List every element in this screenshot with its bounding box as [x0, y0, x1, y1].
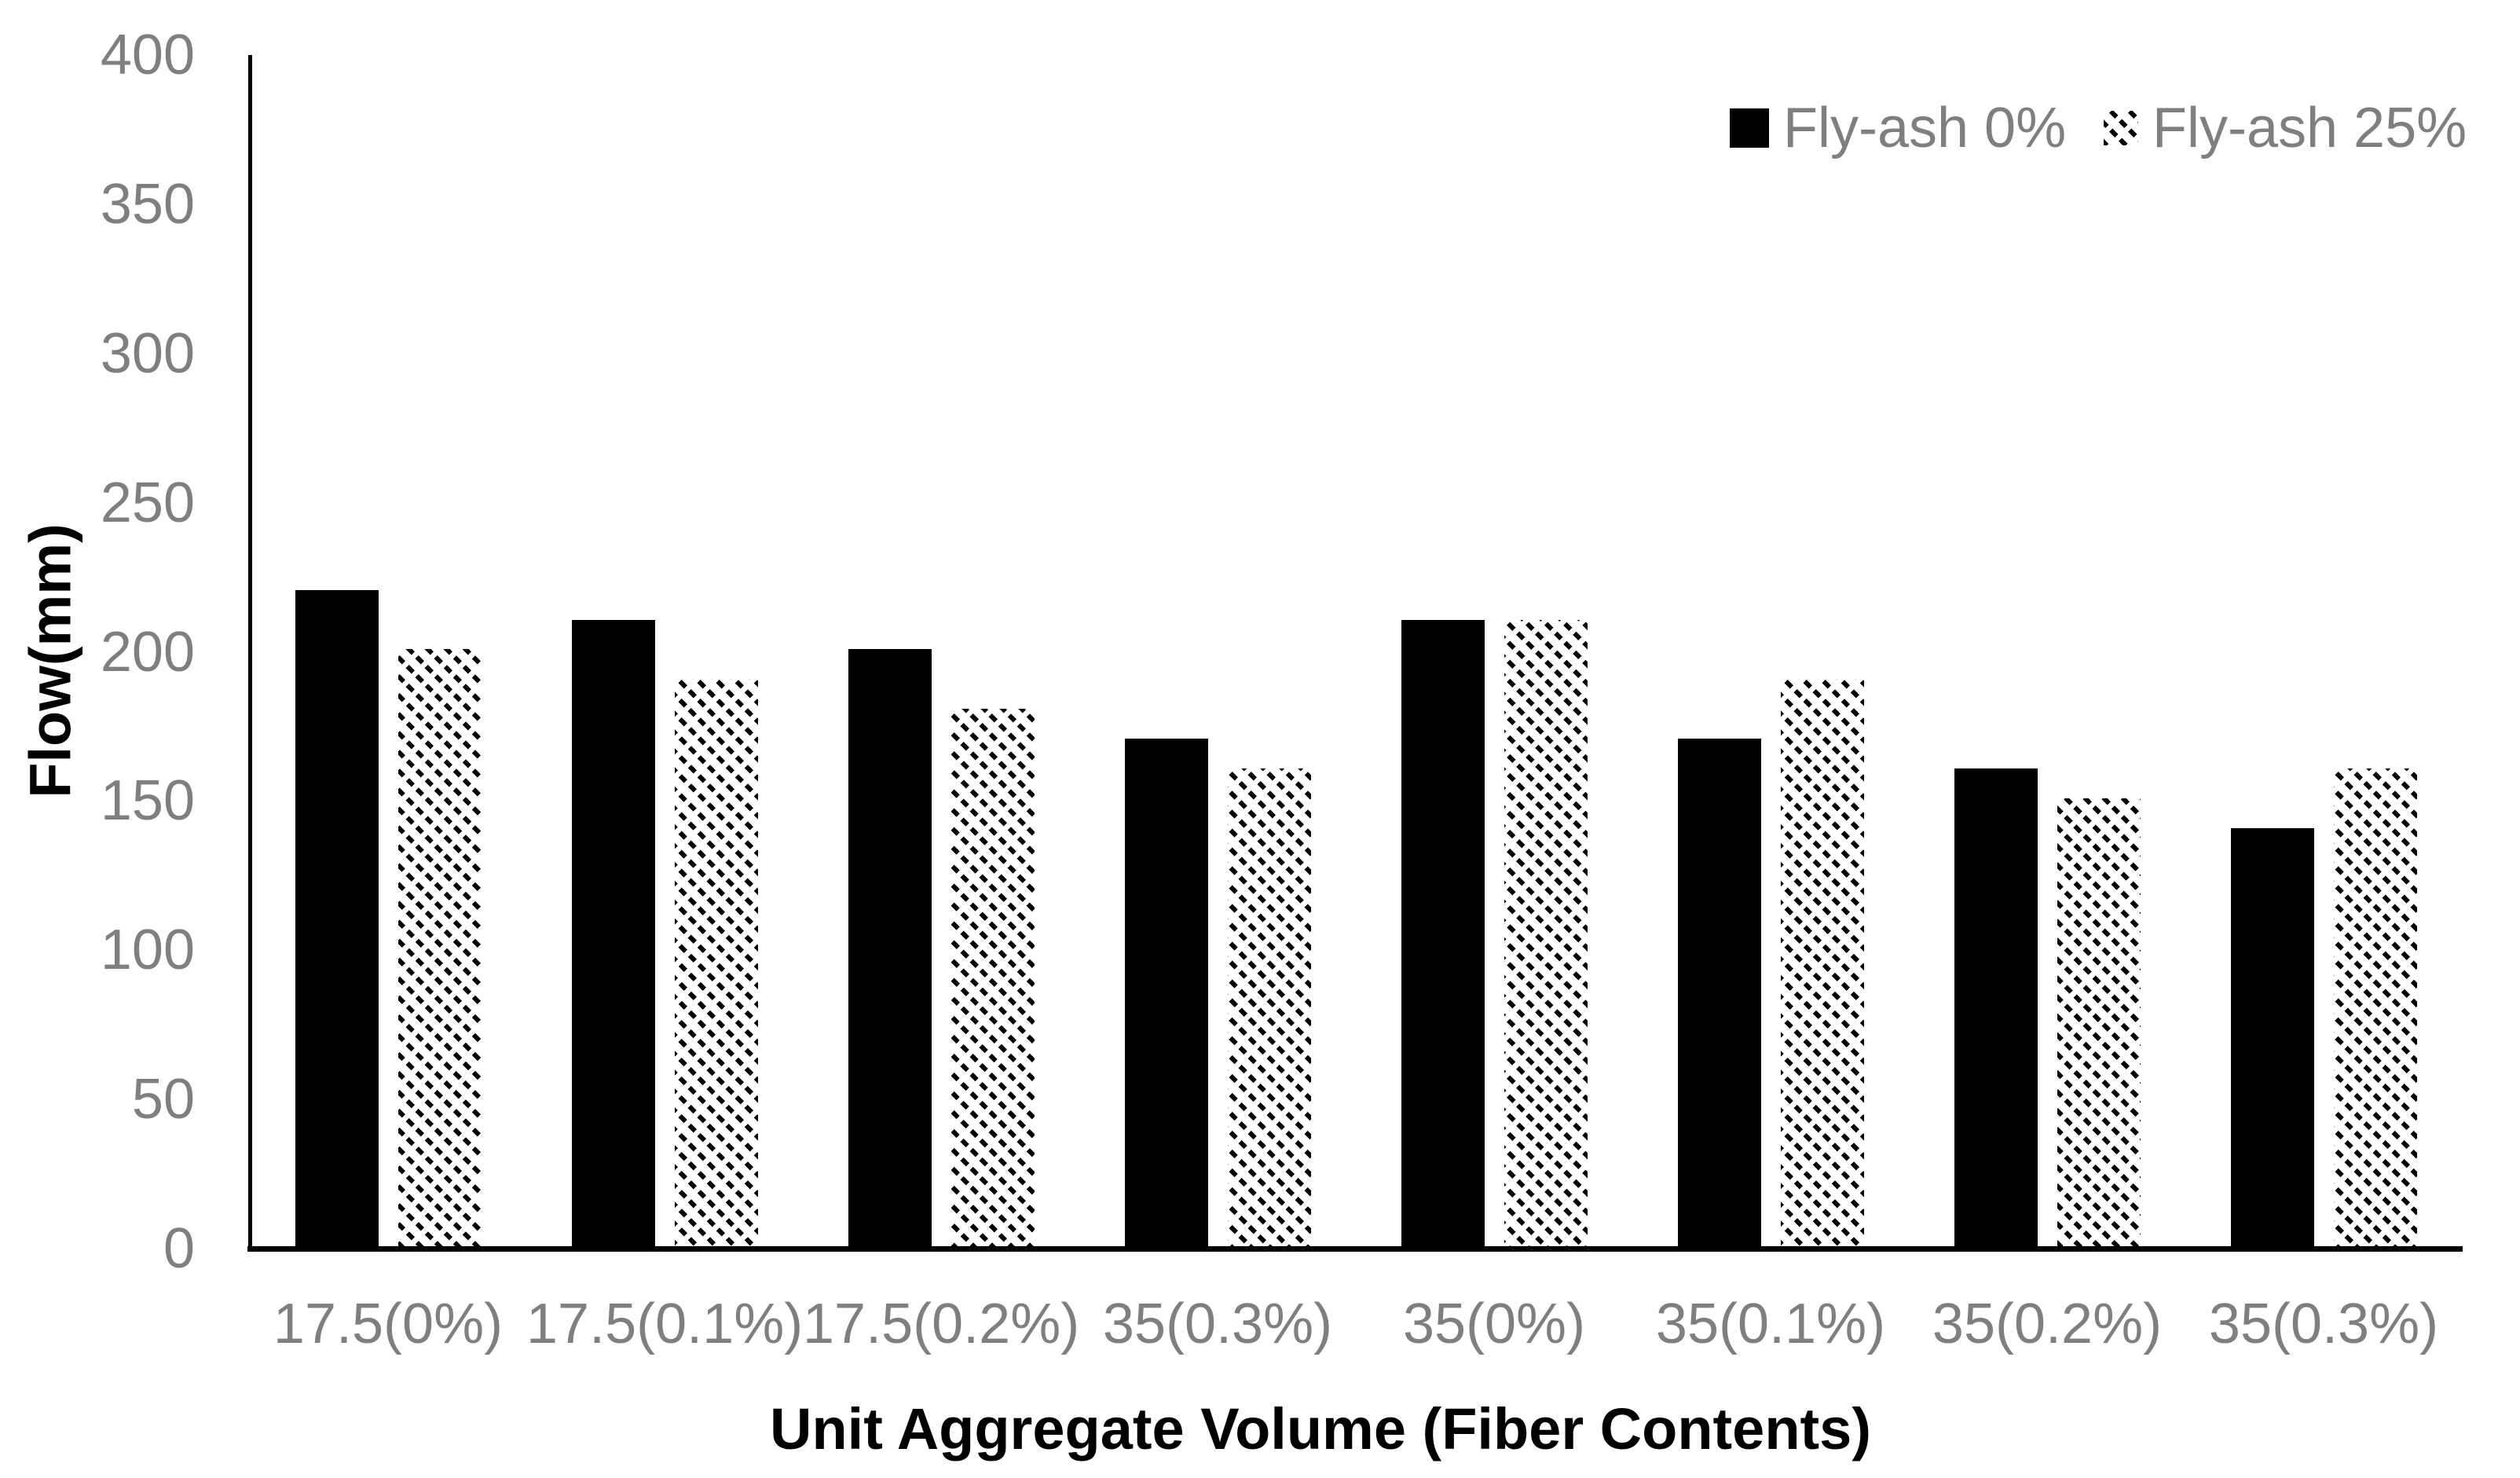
- bar-flyash-25: [951, 709, 1035, 1246]
- bar-flyash-25: [1228, 768, 1311, 1246]
- bar-flyash-25: [1781, 679, 1864, 1246]
- bar-flyash-0: [1954, 768, 2038, 1246]
- legend-swatch-solid-icon: [1730, 108, 1769, 148]
- bar-flyash-0: [572, 620, 655, 1246]
- y-tick-label: 50: [131, 1068, 195, 1131]
- bar-flyash-0: [1678, 739, 1761, 1246]
- x-category-label: 35(0.3%): [1102, 1293, 1333, 1355]
- y-tick-label: 300: [100, 321, 195, 385]
- x-category-label: 17.5(0.1%): [526, 1293, 804, 1355]
- bar-flyash-25: [398, 649, 482, 1246]
- legend-swatch-hatch-icon: [2104, 111, 2138, 145]
- legend-item-flyash-25: Fly-ash 25%: [2104, 97, 2467, 160]
- bar-flyash-0: [295, 590, 379, 1246]
- y-tick-label: 200: [100, 620, 195, 684]
- y-tick-label: 100: [100, 919, 195, 982]
- y-tick-label: 250: [100, 471, 195, 534]
- bar-flyash-25: [675, 679, 758, 1246]
- legend-item-flyash-0: Fly-ash 0%: [1730, 97, 2067, 160]
- x-category-label: 35(0.1%): [1655, 1293, 1886, 1355]
- bar-flyash-25: [2057, 798, 2141, 1246]
- x-category-label: 35(0%): [1402, 1293, 1586, 1355]
- bar-flyash-25: [2334, 768, 2417, 1246]
- x-category-label: 17.5(0%): [273, 1293, 504, 1355]
- bar-flyash-0: [1401, 620, 1485, 1246]
- y-axis-line: [248, 55, 252, 1252]
- bar-flyash-0: [1125, 739, 1208, 1246]
- legend-label: Fly-ash 25%: [2152, 97, 2467, 160]
- x-axis-line: [247, 1246, 2463, 1252]
- x-category-label: 35(0.3%): [2208, 1293, 2439, 1355]
- x-axis-title: Unit Aggregate Volume (Fiber Contents): [770, 1396, 1871, 1461]
- y-tick-label: 0: [163, 1217, 195, 1280]
- y-tick-label: 350: [100, 172, 195, 236]
- bar-flyash-25: [1504, 620, 1588, 1246]
- y-tick-label: 400: [100, 24, 195, 86]
- x-category-label: 17.5(0.2%): [803, 1293, 1080, 1355]
- x-category-label: 35(0.2%): [1932, 1293, 2163, 1355]
- legend-label: Fly-ash 0%: [1783, 97, 2067, 160]
- bar-flyash-0: [848, 649, 932, 1246]
- y-tick-label: 150: [100, 769, 195, 833]
- bar-flyash-0: [2231, 828, 2314, 1246]
